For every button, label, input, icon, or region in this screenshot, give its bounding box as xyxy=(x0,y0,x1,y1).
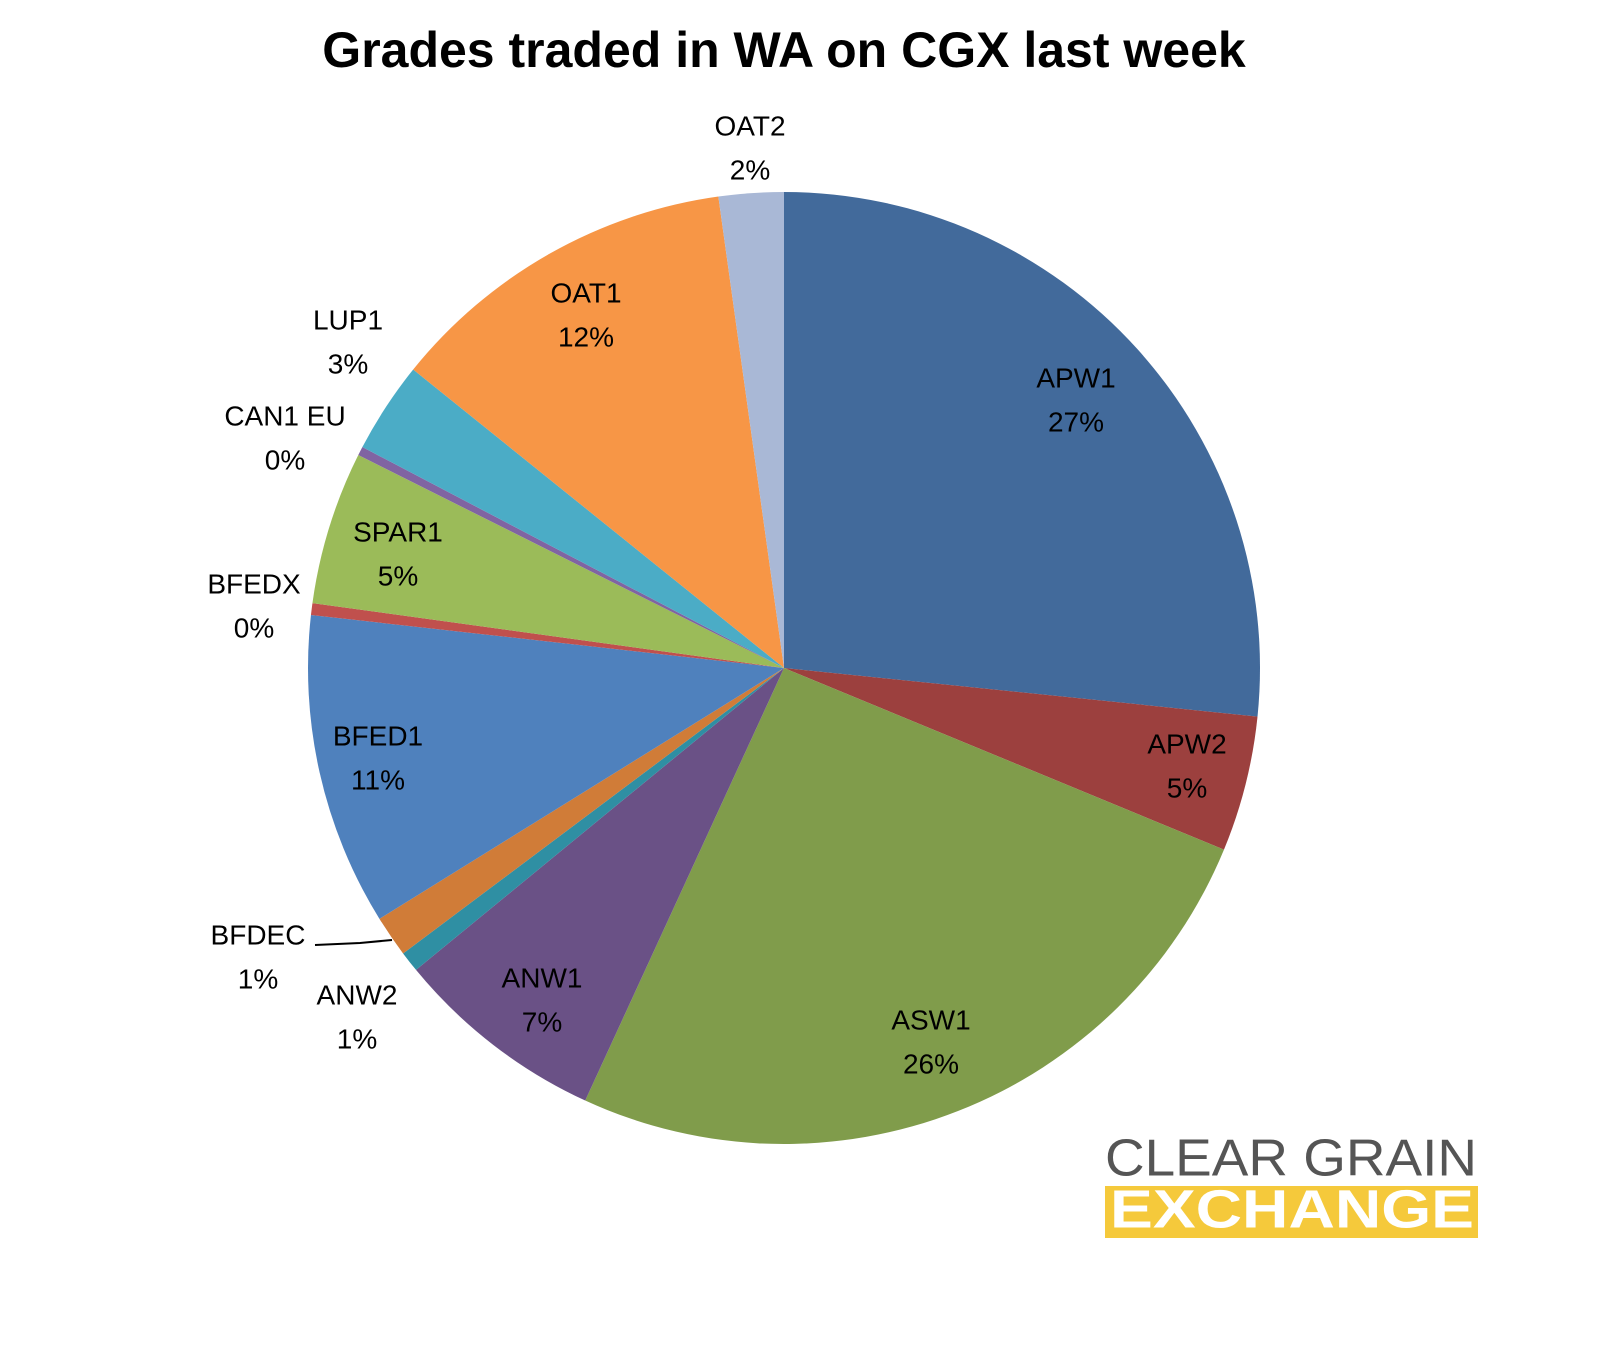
slice-label: BFED1 xyxy=(333,720,423,751)
pie-slice xyxy=(416,668,784,1101)
pie-slice xyxy=(358,447,784,668)
pie-slice xyxy=(784,192,1260,717)
slice-label: OAT1 xyxy=(550,277,621,308)
pie-slice xyxy=(379,668,784,954)
slice-value-label: 0% xyxy=(234,612,274,643)
pie-slice xyxy=(413,196,784,668)
pie-slice xyxy=(718,192,784,668)
logo-line1: CLEAR GRAIN xyxy=(1105,1130,1477,1188)
slice-value-label: 3% xyxy=(328,348,368,379)
slice-value-label: 5% xyxy=(378,560,418,591)
logo-band xyxy=(1105,1186,1478,1238)
slice-label: CAN1 EU xyxy=(224,400,345,431)
pie-slice xyxy=(403,668,784,970)
pie-slice xyxy=(362,369,784,668)
slice-value-label: 1% xyxy=(337,1023,377,1054)
slice-label: ASW1 xyxy=(891,1004,970,1035)
slice-value-label: 5% xyxy=(1167,772,1207,803)
slice-value-label: 7% xyxy=(522,1006,562,1037)
chart-title: Grades traded in WA on CGX last week xyxy=(322,22,1246,78)
slice-label: BFDEC xyxy=(211,919,306,950)
slice-value-label: 11% xyxy=(351,764,405,795)
slice-value-label: 26% xyxy=(903,1048,959,1079)
pie-slice xyxy=(784,668,1258,850)
slice-label: ANW2 xyxy=(317,979,398,1010)
slice-value-label: 0% xyxy=(265,444,305,475)
pie-slice xyxy=(312,455,784,668)
slice-value-label: 2% xyxy=(730,154,770,185)
slice-label: APW1 xyxy=(1036,362,1115,393)
slice-label: SPAR1 xyxy=(353,516,443,547)
slice-value-label: 12% xyxy=(558,321,614,352)
slice-label: OAT2 xyxy=(714,110,785,141)
slice-label: ANW1 xyxy=(502,962,583,993)
logo-line2: EXCHANGE xyxy=(1110,1179,1474,1239)
slice-value-label: 27% xyxy=(1048,406,1104,437)
pie-slice xyxy=(307,614,784,919)
slice-label: APW2 xyxy=(1147,728,1226,759)
slice-value-label: 1% xyxy=(238,963,278,994)
leader-line xyxy=(314,939,393,946)
slice-label: BFEDX xyxy=(207,568,301,599)
pie-slice xyxy=(585,668,1224,1145)
slice-label: LUP1 xyxy=(313,304,383,335)
pie-slice xyxy=(310,603,784,668)
